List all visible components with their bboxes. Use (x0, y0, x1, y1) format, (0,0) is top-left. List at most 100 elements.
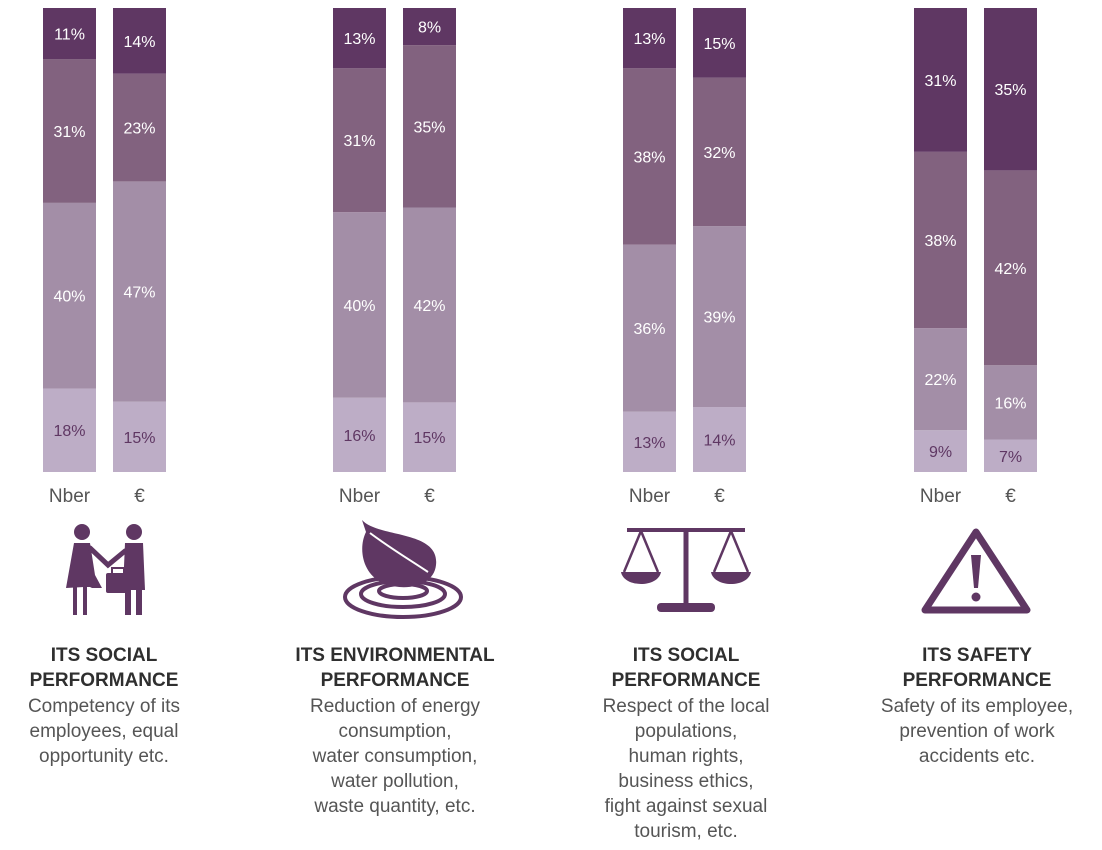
bar-segment (333, 397, 386, 472)
segment-value-label: 15% (703, 36, 735, 53)
bar-category-label: € (714, 486, 725, 507)
segment-value-label: 31% (924, 73, 956, 90)
bar-category-label: € (1005, 486, 1016, 507)
handshake-icon (66, 524, 145, 615)
bar-segment (113, 8, 166, 74)
segment-value-label: 14% (123, 34, 155, 51)
segment-value-label: 15% (123, 430, 155, 447)
group-description-line: opportunity etc. (39, 746, 169, 767)
bar-segment (333, 68, 386, 213)
bar-category-label: Nber (629, 486, 671, 507)
group-description-line: water consumption, (312, 746, 478, 767)
segment-value-label: 16% (994, 395, 1026, 412)
bar-segment (984, 170, 1037, 366)
group-description-line: Respect of the local (602, 696, 770, 717)
segment-value-label: 31% (343, 133, 375, 150)
bar-segment (693, 407, 746, 472)
segment-value-label: 42% (994, 261, 1026, 278)
bar-group: 18% 40% 31% 11% Nber 15% 47% 23% 14% € (43, 8, 166, 507)
bar-segment (623, 68, 676, 245)
bar-segment (623, 411, 676, 472)
bar-segment (693, 8, 746, 78)
group-description-line: Safety of its employee, (880, 696, 1074, 717)
scales-icon (621, 528, 751, 612)
group-title: ITS ENVIRONMENTAL PERFORMANCE (270, 643, 520, 693)
bar-segment (113, 401, 166, 472)
group-description-line: business ethics, (618, 771, 754, 792)
group-title-line: PERFORMANCE (320, 670, 470, 691)
bar-segment (403, 45, 456, 208)
group-description: Competency of its employees, equal opportu… (0, 694, 229, 769)
group-description-line: human rights, (628, 746, 744, 767)
group-title-line: ITS ENVIRONMENTAL (295, 645, 495, 666)
segment-value-label: 32% (703, 145, 735, 162)
group-description-line: water pollution, (331, 771, 459, 792)
bar-segment (693, 226, 746, 408)
segment-value-label: 16% (343, 428, 375, 445)
segment-value-label: 22% (924, 372, 956, 389)
group-caption: ITS ENVIRONMENTAL PERFORMANCE Reduction of… (270, 643, 520, 819)
segment-value-label: 9% (929, 444, 952, 461)
group-title-line: PERFORMANCE (611, 670, 761, 691)
segment-value-label: 40% (53, 289, 85, 306)
group-title-line: ITS SAFETY (922, 645, 1032, 666)
segment-value-label: 40% (343, 298, 375, 315)
group-description: Safety of its employee, prevention of wor… (852, 694, 1102, 769)
segment-value-label: 13% (633, 435, 665, 452)
bar-category-label: Nber (339, 486, 381, 507)
segment-value-label: 36% (633, 321, 665, 338)
bar-segment (984, 365, 1037, 440)
segment-value-label: 23% (123, 121, 155, 138)
bar-segment (113, 181, 166, 402)
group-description-line: fight against sexual (604, 796, 768, 817)
segment-value-label: 11% (54, 27, 85, 44)
segment-value-label: 7% (999, 449, 1022, 466)
bar-segment (333, 8, 386, 69)
segment-value-label: 15% (413, 430, 445, 447)
leaf-water-icon (343, 520, 463, 619)
group-description: Reduction of energy consumption, water con… (270, 694, 520, 819)
group-description-line: tourism, etc. (634, 821, 738, 842)
bar-segment (914, 151, 967, 329)
group-title: ITS SOCIAL PERFORMANCE (561, 643, 811, 693)
group-description-line: Competency of its (27, 696, 181, 717)
bar-segment (43, 388, 96, 472)
group-title: ITS SOCIAL PERFORMANCE (0, 643, 229, 693)
segment-value-label: 38% (924, 233, 956, 250)
bar-segment (43, 202, 96, 389)
bar-segment (623, 244, 676, 412)
group-description-line: waste quantity, etc. (314, 796, 476, 817)
group-title: ITS SAFETY PERFORMANCE (852, 643, 1102, 693)
bar-category-label: € (424, 486, 435, 507)
group-title-line: PERFORMANCE (29, 670, 179, 691)
group-description-line: prevention of work (899, 721, 1055, 742)
group-description-line: consumption, (338, 721, 452, 742)
group-description: Respect of the local populations, human ri… (561, 694, 811, 844)
bar-group: 13% 36% 38% 13% Nber 14% 39% 32% 15% € (623, 8, 746, 507)
segment-value-label: 18% (53, 423, 85, 440)
bar-segment (914, 8, 967, 152)
bar-segment (914, 430, 967, 472)
bar-segment (623, 8, 676, 69)
segment-value-label: 35% (413, 119, 445, 136)
bar-segment (113, 73, 166, 182)
group-caption: ITS SOCIAL PERFORMANCE Competency of its em… (0, 643, 229, 769)
segment-value-label: 31% (53, 124, 85, 141)
segment-value-label: 13% (343, 31, 375, 48)
bar-group: 16% 40% 31% 13% Nber 15% 42% 35% 8% € (333, 8, 456, 507)
group-description-line: Reduction of energy (309, 696, 481, 717)
segment-value-label: 42% (413, 298, 445, 315)
group-caption: ITS SOCIAL PERFORMANCE Respect of the loca… (561, 643, 811, 844)
bar-segment (43, 8, 96, 60)
bar-category-label: Nber (920, 486, 962, 507)
bar-segment (403, 207, 456, 403)
bar-segment (403, 402, 456, 472)
bar-category-label: € (134, 486, 145, 507)
group-description-line: accidents etc. (918, 746, 1036, 767)
bar-segment (984, 439, 1037, 472)
segment-value-label: 38% (633, 149, 665, 166)
bar-segment (914, 328, 967, 431)
segment-value-label: 8% (418, 20, 441, 37)
group-title-line: ITS SOCIAL (50, 645, 158, 666)
